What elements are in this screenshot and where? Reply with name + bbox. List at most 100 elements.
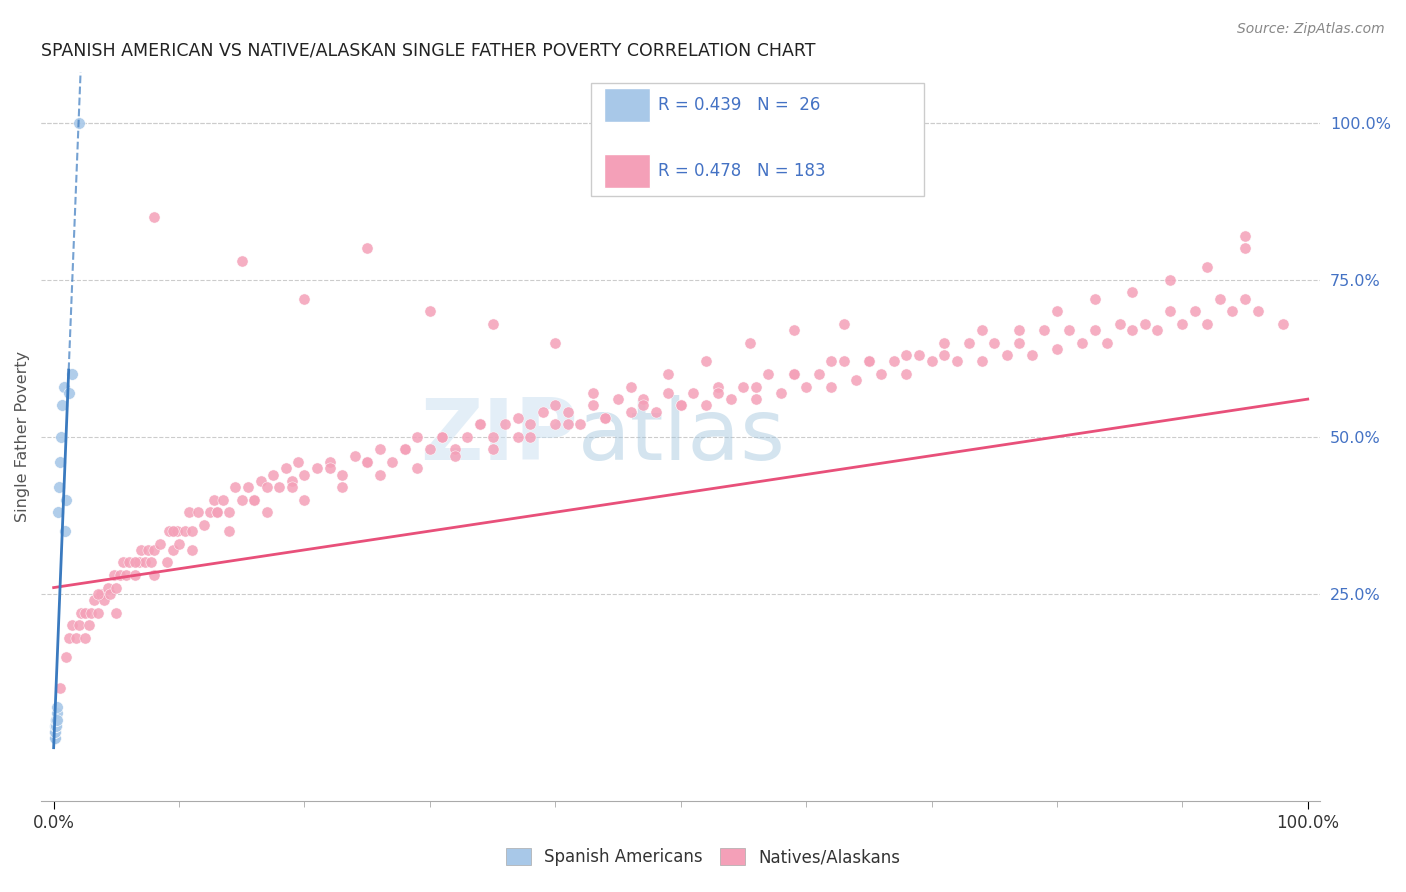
Point [631, 392, 654, 406]
Point [177, 505, 200, 519]
Point [569, 417, 592, 432]
Point [820, 379, 842, 393]
Point [557, 405, 579, 419]
Point [262, 467, 284, 482]
Point [444, 442, 467, 457]
Point [832, 317, 855, 331]
Point [118, 556, 141, 570]
Point [294, 292, 316, 306]
Point [356, 455, 378, 469]
Point [595, 411, 617, 425]
Point [481, 430, 503, 444]
Point [73, 631, 96, 645]
Point [945, 354, 967, 368]
Point [45, 713, 67, 727]
Point [155, 556, 177, 570]
Point [406, 461, 429, 475]
Point [832, 354, 855, 368]
Point [224, 480, 246, 494]
Point [44, 725, 66, 739]
Point [432, 430, 454, 444]
Point [506, 411, 529, 425]
Text: SPANISH AMERICAN VS NATIVE/ALASKAN SINGLE FATHER POVERTY CORRELATION CHART: SPANISH AMERICAN VS NATIVE/ALASKAN SINGL… [41, 42, 815, 60]
Point [124, 568, 146, 582]
Point [256, 505, 278, 519]
Point [80, 606, 103, 620]
Point [1121, 323, 1143, 337]
Point [544, 417, 567, 432]
Point [858, 354, 880, 368]
Point [205, 505, 228, 519]
Point [544, 335, 567, 350]
Point [1046, 304, 1069, 318]
Point [1222, 304, 1244, 318]
Point [1197, 317, 1219, 331]
Point [394, 442, 416, 457]
Point [243, 492, 266, 507]
Point [53, 524, 76, 538]
Point [55, 492, 77, 507]
Point [202, 492, 225, 507]
Point [67, 116, 90, 130]
Point [231, 253, 253, 268]
Point [93, 593, 115, 607]
Point [105, 606, 128, 620]
Point [657, 385, 679, 400]
Point [105, 581, 128, 595]
Text: R = 0.439   N =  26: R = 0.439 N = 26 [658, 96, 820, 114]
Point [143, 210, 166, 224]
Point [46, 713, 69, 727]
Point [343, 449, 366, 463]
Point [83, 593, 105, 607]
Point [644, 405, 666, 419]
Point [97, 581, 120, 595]
Point [531, 405, 554, 419]
Point [44, 731, 66, 746]
Point [782, 323, 804, 337]
Point [51, 398, 73, 412]
Point [733, 379, 755, 393]
Point [544, 398, 567, 412]
Point [51, 430, 73, 444]
Point [157, 524, 180, 538]
Point [557, 417, 579, 432]
Point [180, 542, 202, 557]
Point [619, 379, 641, 393]
Point [582, 398, 605, 412]
Point [1197, 260, 1219, 275]
Text: R = 0.478   N = 183: R = 0.478 N = 183 [658, 161, 825, 180]
Point [77, 618, 100, 632]
Point [957, 335, 980, 350]
Point [98, 587, 121, 601]
Point [394, 442, 416, 457]
Text: atlas: atlas [578, 395, 786, 478]
Point [162, 542, 184, 557]
Point [1184, 304, 1206, 318]
Point [162, 524, 184, 538]
Point [111, 556, 134, 570]
FancyBboxPatch shape [605, 88, 650, 122]
Point [845, 373, 868, 387]
Point [870, 367, 893, 381]
Point [108, 568, 131, 582]
Point [494, 417, 516, 432]
Point [381, 455, 404, 469]
Point [807, 367, 830, 381]
Point [45, 719, 67, 733]
Point [607, 392, 630, 406]
Point [1033, 323, 1056, 337]
Point [65, 631, 87, 645]
Point [1083, 323, 1105, 337]
Point [820, 178, 842, 193]
Point [45, 719, 67, 733]
Point [896, 348, 918, 362]
Point [269, 480, 291, 494]
Point [115, 568, 138, 582]
Point [921, 354, 943, 368]
Point [90, 587, 112, 601]
Point [143, 568, 166, 582]
Point [519, 417, 541, 432]
Point [218, 505, 240, 519]
Point [49, 681, 72, 695]
Point [1159, 304, 1181, 318]
